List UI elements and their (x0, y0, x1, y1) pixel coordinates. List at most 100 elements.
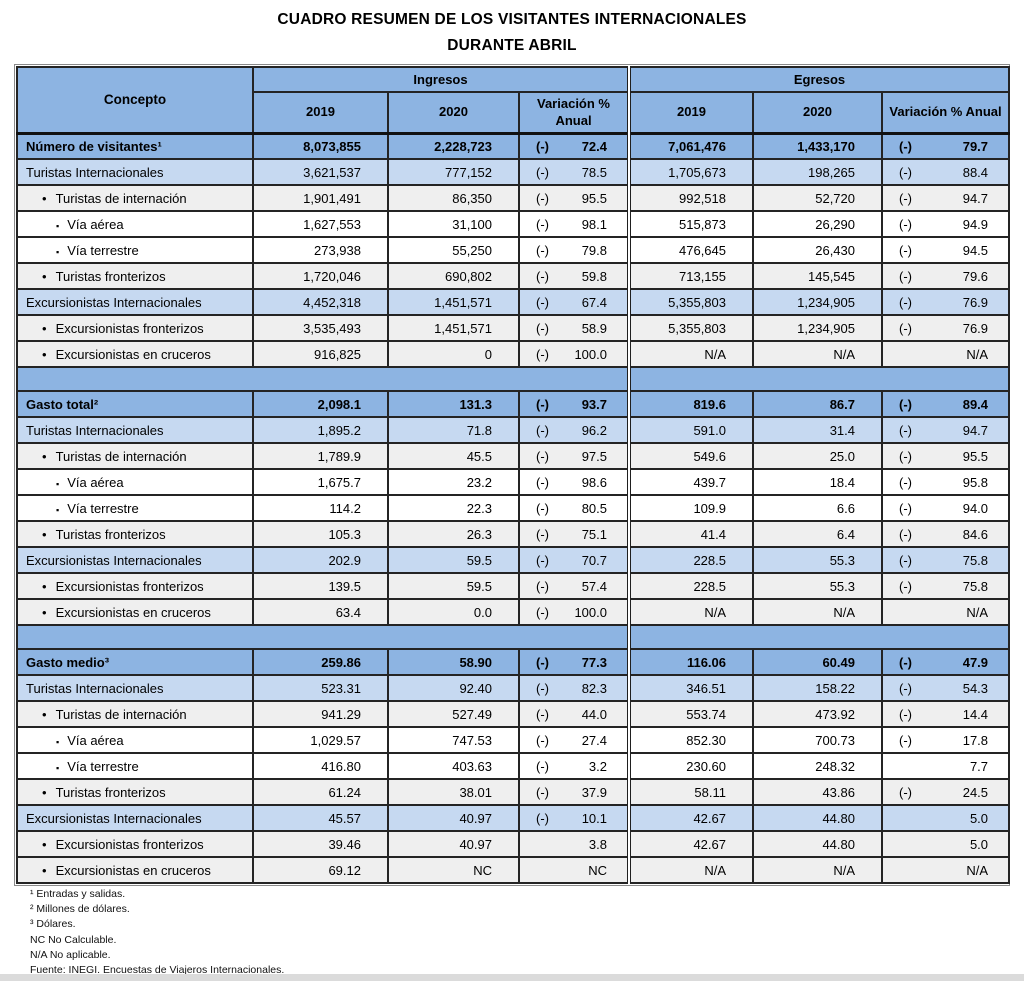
value-cell: 44.80 (752, 830, 883, 858)
variation-number: 3.2 (588, 758, 607, 774)
variation-cell: (-) 94.9 (880, 210, 1011, 238)
negative-sign: (-) (899, 706, 912, 722)
row-label-text: Turistas fronterizos (55, 784, 166, 800)
variation-number: 44.0 (581, 706, 607, 722)
variation-value: (-) 82.3 (536, 681, 607, 696)
table-row: • Excursionistas fronterizos 3,535,493 1,45… (16, 314, 1011, 342)
negative-sign: (-) (536, 654, 549, 670)
variation-value: (-) 89.4 (899, 397, 988, 412)
negative-sign: (-) (536, 604, 549, 620)
variation-cell: N/A (880, 340, 1011, 368)
variation-cell: (-) 95.8 (880, 468, 1011, 496)
variation-cell: (-) 79.6 (880, 262, 1011, 290)
value-cell: 273,938 (252, 236, 389, 264)
variation-value: (-) 79.8 (536, 243, 607, 258)
value-cell: 527.49 (387, 700, 520, 728)
value-cell: 3,621,537 (252, 158, 389, 186)
row-label-text: Turistas de internación (55, 706, 187, 722)
row-label: • Turistas fronterizos (16, 262, 254, 290)
row-label: • Turistas de internación (16, 184, 254, 212)
variation-value: (-) 76.9 (899, 321, 988, 336)
negative-sign: (-) (536, 706, 549, 722)
row-label: Gasto medio³ (16, 648, 254, 676)
variation-cell: 5.0 (880, 804, 1011, 832)
variation-value: (-) 94.7 (899, 423, 988, 438)
negative-sign: (-) (899, 578, 912, 594)
row-label-text: Vía aérea (67, 732, 124, 748)
value-cell: 1,901,491 (252, 184, 389, 212)
footnote-2: ² Millones de dólares. (30, 903, 130, 916)
value-cell: 747.53 (387, 726, 520, 754)
variation-number: 10.1 (581, 810, 607, 826)
col-header-ingresos-2019: 2019 (252, 91, 389, 135)
variation-number: 70.7 (581, 552, 607, 568)
variation-value: N/A (899, 347, 988, 362)
value-cell: 198,265 (752, 158, 883, 186)
value-cell: 476,645 (627, 236, 754, 264)
variation-number: 100.0 (574, 604, 607, 620)
summary-table: Concepto Ingresos Egresos 2019 2020 Vari… (16, 66, 1011, 884)
variation-cell: (-) 78.5 (518, 158, 630, 186)
value-cell: 158.22 (752, 674, 883, 702)
col-header-egresos-2019: 2019 (627, 91, 754, 135)
value-cell: 42.67 (627, 830, 754, 858)
variation-number: 78.5 (581, 164, 607, 180)
value-cell: 92.40 (387, 674, 520, 702)
negative-sign: (-) (536, 422, 549, 438)
value-cell: 43.86 (752, 778, 883, 806)
row-label: ▪ Vía aérea (16, 468, 254, 496)
value-cell: 139.5 (252, 572, 389, 600)
row-label: Turistas Internacionales (16, 416, 254, 444)
value-cell: 116.06 (627, 648, 754, 676)
row-label-text: Excursionistas Internacionales (26, 294, 202, 310)
value-cell: 58.11 (627, 778, 754, 806)
variation-number: 47.9 (962, 654, 989, 670)
variation-number: 24.5 (962, 784, 989, 800)
table-row: Turistas Internacionales 523.31 92.40 (-) 82… (16, 674, 1011, 702)
value-cell: 114.2 (252, 494, 389, 522)
variation-value: (-) 59.8 (536, 269, 607, 284)
footnote-1: ¹ Entradas y salidas. (30, 888, 126, 900)
value-cell: 1,451,571 (387, 288, 520, 316)
variation-number: 67.4 (581, 294, 607, 310)
value-cell: 86.7 (752, 390, 883, 418)
value-cell: 52,720 (752, 184, 883, 212)
variation-value: (-) 100.0 (536, 347, 607, 362)
negative-sign: (-) (899, 552, 912, 568)
variation-number: 94.5 (962, 242, 989, 258)
value-cell: 6.6 (752, 494, 883, 522)
value-cell: 0.0 (387, 598, 520, 626)
row-label-text: Excursionistas fronterizos (55, 320, 204, 336)
table-row: Excursionistas Internacionales 202.9 59.5 (… (16, 546, 1011, 574)
variation-cell: (-) 27.4 (518, 726, 630, 754)
variation-cell: (-) 10.1 (518, 804, 630, 832)
variation-number: 94.7 (962, 190, 989, 206)
negative-sign: (-) (899, 320, 912, 336)
variation-value: (-) 17.8 (899, 733, 988, 748)
variation-cell: (-) 95.5 (880, 442, 1011, 470)
bullet-icon: • (42, 578, 47, 594)
footnote-source: Fuente: INEGI. Encuestas de Viajeros Int… (30, 964, 285, 977)
bullet-icon: • (42, 268, 47, 284)
negative-sign: (-) (899, 654, 912, 670)
variation-value: (-) 100.0 (536, 605, 607, 620)
table-row: • Excursionistas en cruceros 63.4 0.0 (-) 100… (16, 598, 1011, 626)
bullet-icon: • (42, 320, 47, 336)
variation-cell: (-) 98.6 (518, 468, 630, 496)
variation-number: 79.7 (962, 138, 989, 154)
variation-number: 94.0 (962, 500, 989, 516)
report-title-line1: CUADRO RESUMEN DE LOS VISITANTES INTERNA… (277, 11, 747, 28)
row-label-text: Turistas fronterizos (55, 268, 166, 284)
negative-sign: (-) (536, 758, 549, 774)
variation-cell: (-) 79.7 (880, 132, 1011, 160)
variation-value: (-) 47.9 (899, 655, 988, 670)
value-cell: 55.3 (752, 546, 883, 574)
value-cell: 5,355,803 (627, 314, 754, 342)
negative-sign: (-) (899, 500, 912, 516)
variation-number: 84.6 (962, 526, 989, 542)
variation-cell: (-) 54.3 (880, 674, 1011, 702)
window-bottom-edge (0, 974, 1024, 981)
row-label: ▪ Vía aérea (16, 726, 254, 754)
variation-number: 95.8 (962, 474, 989, 490)
negative-sign: (-) (899, 216, 912, 232)
